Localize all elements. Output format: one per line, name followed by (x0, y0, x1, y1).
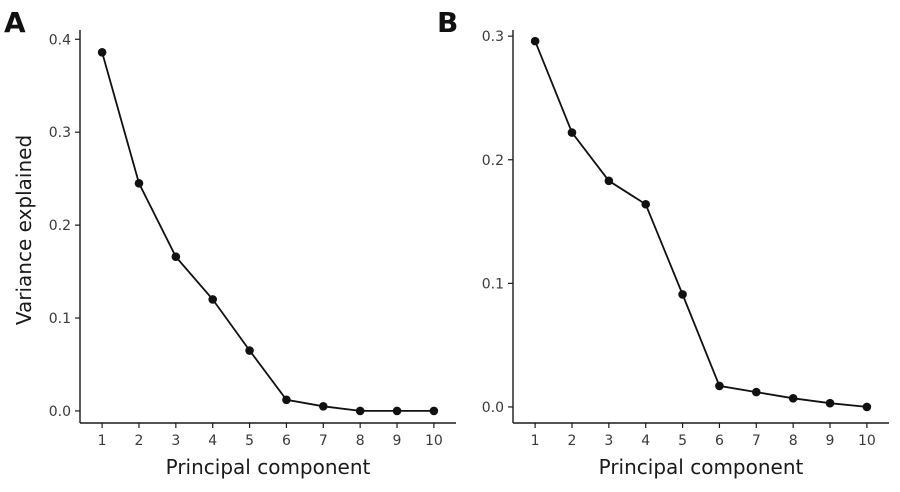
data-point (604, 176, 614, 186)
y-tick-label: 0.0 (482, 400, 504, 416)
data-point (678, 290, 687, 299)
data-point (751, 387, 761, 397)
x-axis-title: Principal component (166, 455, 371, 479)
y-tick-label: 0.3 (482, 29, 504, 45)
data-point (825, 398, 835, 408)
data-point (530, 36, 540, 46)
x-tick-label: 5 (678, 433, 687, 449)
x-tick-label: 10 (858, 433, 876, 449)
data-point (641, 199, 651, 209)
x-tick-label: 10 (425, 433, 443, 449)
x-tick-label: 9 (826, 433, 835, 449)
panel-label-a: A (4, 6, 26, 39)
panel-b: B Principal component 1 2 3 4 5 6 7 8 9 10 0.0 0.1 0… (437, 6, 889, 479)
series (97, 47, 439, 416)
data-point (715, 381, 724, 391)
y-tick-label: 0.0 (49, 404, 71, 420)
series (530, 36, 872, 412)
y-tick-label: 0.3 (49, 125, 71, 141)
x-tick-label: 3 (604, 433, 613, 449)
x-tick-label: 2 (568, 433, 577, 449)
x-tick-label: 3 (171, 433, 180, 449)
x-tick-label: 8 (789, 433, 798, 449)
x-tick-label: 1 (531, 433, 540, 449)
data-point (392, 406, 402, 416)
y-tick-label: 0.2 (482, 153, 504, 169)
data-point (134, 178, 144, 188)
y-tick-label: 0.1 (49, 311, 71, 327)
y-tick-label: 0.1 (482, 276, 504, 292)
x-tick-label: 6 (715, 433, 724, 449)
data-point (282, 395, 291, 405)
x-tick-label: 5 (245, 433, 254, 449)
x-tick-label: 7 (752, 433, 761, 449)
x-tick-label: 6 (282, 433, 291, 449)
panel-a: A Variance explained Principal component… (4, 6, 456, 479)
x-tick-label: 7 (319, 433, 328, 449)
data-point (245, 346, 254, 355)
data-point (171, 252, 181, 261)
x-tick-label: 1 (98, 433, 107, 449)
y-axis-title: Variance explained (12, 135, 36, 325)
data-point (355, 406, 365, 416)
panel-label-b: B (437, 6, 458, 39)
axis-ticks: 1 2 3 4 5 6 7 8 9 10 0.0 0.1 0.2 0.3 (482, 29, 876, 449)
x-axis-title: Principal component (599, 455, 804, 479)
data-point (429, 406, 439, 416)
x-tick-label: 2 (135, 433, 144, 449)
series-line (534, 40, 867, 408)
data-point (208, 295, 218, 304)
data-point (318, 401, 328, 411)
data-point (788, 393, 798, 403)
y-tick-label: 0.2 (49, 218, 71, 234)
x-tick-label: 9 (393, 433, 402, 449)
x-tick-label: 4 (208, 433, 217, 449)
y-tick-label: 0.4 (49, 32, 71, 48)
data-point (97, 47, 107, 57)
x-tick-label: 8 (356, 433, 365, 449)
series-line (101, 52, 434, 412)
data-point (862, 402, 872, 412)
axis-ticks: 1 2 3 4 5 6 7 8 9 10 0.0 0.1 0.2 0.3 0.4 (49, 32, 443, 449)
x-tick-label: 4 (641, 433, 650, 449)
data-point (567, 128, 577, 137)
